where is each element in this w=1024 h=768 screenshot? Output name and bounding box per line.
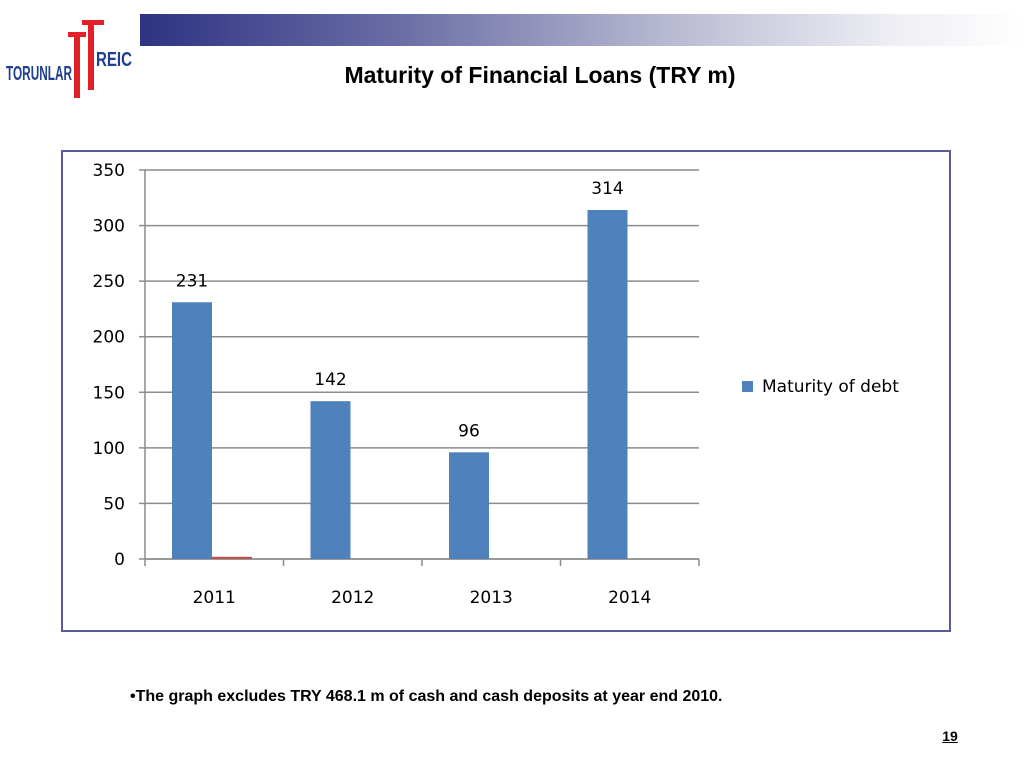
data-label: 142 [314,370,346,390]
slide-title: Maturity of Financial Loans (TRY m) [344,62,736,88]
y-tick-label: 100 [93,439,125,459]
y-tick-label: 300 [93,217,125,237]
y-tick-label: 50 [103,494,125,514]
y-tick-label: 150 [93,383,125,403]
header-band [140,14,1024,46]
x-tick-label: 2012 [331,588,374,608]
bar-2011-s1 [212,556,252,559]
data-label: 96 [458,421,480,441]
bar-2012-s0 [310,401,351,559]
legend-swatch [742,381,753,392]
logo-text-left: TORUNLAR [6,63,72,85]
data-label: 314 [591,179,623,199]
x-tick-label: 2011 [193,588,236,608]
legend-label: Maturity of debt [762,377,899,397]
footnote: •The graph excludes TRY 468.1 m of cash … [130,688,723,705]
company-logo: TORUNLAR REIC [4,20,138,102]
bar-2013-s0 [449,452,489,559]
x-tick-label: 2014 [608,588,651,608]
page-number: 19 [942,728,958,744]
data-label: 231 [176,271,208,291]
chart-frame: 0 50 100 150 200 250 300 350 2011 2012 2013 2014 231… [61,150,951,632]
logo-icon: TORUNLAR REIC [6,20,132,98]
y-tick-label: 0 [114,550,125,570]
y-tick-label: 350 [93,161,125,181]
x-tick-label: 2013 [470,588,513,608]
bar-2014-s0 [587,210,628,560]
maturity-chart: 0 50 100 150 200 250 300 350 2011 2012 2013 2014 231… [93,161,900,608]
bar-2011-s0 [172,302,212,559]
y-tick-label: 200 [93,328,125,348]
y-tick-label: 250 [93,272,125,292]
logo-text-right: REIC [96,49,132,71]
